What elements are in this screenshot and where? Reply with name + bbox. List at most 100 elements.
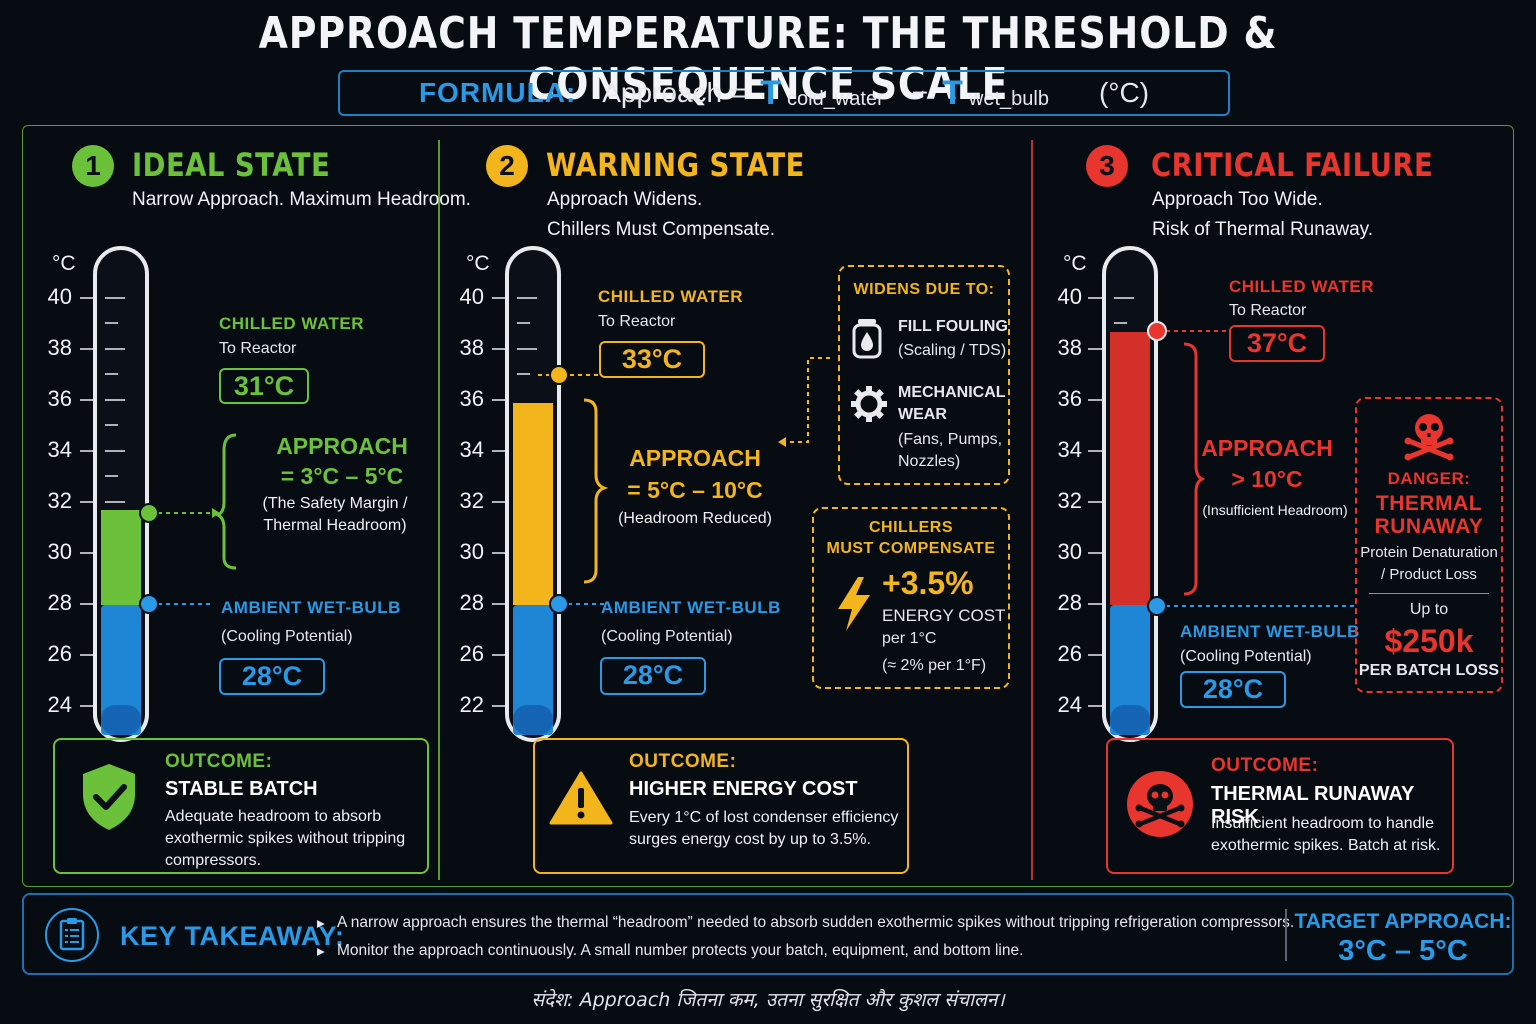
panel-1-approach-value: = 3°C – 5°C	[280, 463, 404, 489]
formula-minus: −	[911, 77, 929, 108]
panel-1-outcome-text-2: exothermic spikes without tripping	[165, 830, 406, 847]
compensate-line-2: per 1°C	[882, 630, 937, 647]
panel-3-ambient-value: 28°C	[1180, 671, 1286, 708]
panel-3-outcome-text-2: exothermic spikes. Batch at risk.	[1211, 837, 1441, 854]
panel-1-title: IDEAL STATE	[132, 146, 331, 184]
danger-loss: PER BATCH LOSS	[1358, 662, 1500, 679]
panel-3-outcome-text-1: Insufficient headroom to handle	[1211, 815, 1434, 832]
panel-1-outcome-box: OUTCOME: STABLE BATCH Adequate headroom …	[53, 738, 429, 874]
danger-head: DANGER:	[1387, 469, 1471, 488]
panel-2-thermometer	[492, 246, 832, 742]
lightning-icon	[838, 577, 870, 631]
panel-2-outcome-title: HIGHER ENERGY COST	[629, 778, 858, 800]
panel-1-chilled-sub: To Reactor	[219, 340, 297, 357]
panel-3-approach-head: APPROACH	[1201, 435, 1333, 461]
panel-2-ambient-value: 28°C	[600, 657, 706, 695]
formula-lhs: Approach =	[602, 77, 747, 108]
panel-2-subtitle-2: Chillers Must Compensate.	[547, 219, 776, 240]
panel-3-outcome-title: THERMAL RUNAWAY RISK	[1211, 783, 1414, 828]
shield-check-icon	[83, 764, 135, 830]
panel-3-unit: °C	[1063, 252, 1087, 275]
tick-label: 28	[47, 590, 72, 615]
formula-t2: T	[942, 73, 963, 112]
widens-item-2-line-2: WEAR	[898, 406, 947, 423]
tick-label: 38	[459, 335, 484, 360]
tick-label: 26	[1057, 641, 1082, 666]
tick-label: 36	[1057, 386, 1082, 411]
panel-1-subtitle: Narrow Approach. Maximum Headroom.	[132, 189, 471, 210]
panel-2-chilled-sub: To Reactor	[598, 313, 676, 330]
panel-3-chilled-head: CHILLED WATER	[1229, 277, 1375, 296]
panel-2-chilled-head: CHILLED WATER	[598, 287, 744, 306]
tick-label: 36	[47, 386, 72, 411]
tick-label: 22	[459, 692, 484, 717]
compensate-line-1: ENERGY COST	[882, 606, 1006, 625]
panel-1-number: 1	[72, 145, 114, 187]
panel-3-outcome-box: OUTCOME: THERMAL RUNAWAY RISK Insufficie…	[1106, 738, 1454, 874]
panel-3-thermometer	[1088, 246, 1354, 742]
panel-3-subtitle-2: Risk of Thermal Runaway.	[1152, 219, 1374, 240]
panel-2-unit: °C	[466, 252, 490, 275]
panel-1-approach-head: APPROACH	[276, 433, 408, 459]
danger-title-1: THERMAL	[1375, 492, 1483, 515]
panel-2-title: WARNING STATE	[546, 146, 805, 184]
compensate-head-2: MUST COMPENSATE	[826, 540, 996, 557]
panel-1-unit: °C	[52, 252, 76, 275]
panel-2-ticks	[492, 297, 537, 707]
panel-1-ticks	[80, 297, 125, 707]
tick-label: 38	[47, 335, 72, 360]
tick-label: 32	[459, 488, 484, 513]
panel-2-number: 2	[486, 145, 528, 187]
tick-label: 40	[1057, 284, 1082, 309]
panel-1-outcome-head: OUTCOME:	[165, 751, 273, 772]
panel-2-approach-note: (Headroom Reduced)	[618, 510, 772, 527]
tick-label: 28	[459, 590, 484, 615]
clipboard-icon	[45, 908, 99, 962]
panel-1-outcome-title: STABLE BATCH	[165, 778, 318, 800]
widens-item-1-line-2: (Scaling / TDS)	[898, 342, 1007, 359]
panel-3-approach-note: (Insufficient Headroom)	[1202, 502, 1348, 518]
panel-1-outcome-text-1: Adequate headroom to absorb	[165, 808, 382, 825]
tick-label: 32	[1057, 488, 1082, 513]
gear-icon	[851, 386, 887, 422]
panel-2-widens-box: WIDENS DUE TO: FILL FOULING (Scaling / T…	[838, 265, 1010, 485]
panel-1-thermometer	[80, 246, 237, 742]
panel-3-number: 3	[1086, 145, 1128, 187]
panel-1-ambient-value: 28°C	[219, 658, 325, 695]
target-approach-head: TARGET APPROACH:	[1294, 910, 1512, 933]
panel-2-outcome-box: OUTCOME: HIGHER ENERGY COST Every 1°C of…	[533, 738, 909, 874]
compensate-value: +3.5%	[882, 565, 974, 601]
panel-1-approach-note-1: (The Safety Margin /	[262, 495, 408, 512]
widens-head: WIDENS DUE TO:	[853, 281, 995, 298]
panel-2-outcome-text-2: surges energy cost by up to 3.5%.	[629, 831, 871, 848]
danger-line-2: / Product Loss	[1381, 566, 1477, 583]
panel-2-outcome-text-1: Every 1°C of lost condenser efficiency	[629, 809, 899, 826]
widens-item-2-line-4: Nozzles)	[898, 453, 961, 470]
panel-2-outcome-head: OUTCOME:	[629, 751, 737, 772]
widens-item-2-line-3: (Fans, Pumps,	[898, 431, 1003, 448]
page-title: APPROACH TEMPERATURE: THE THRESHOLD & CO…	[258, 8, 1278, 110]
widens-item-1-line-1: FILL FOULING	[898, 318, 1008, 335]
tick-label: 24	[47, 692, 72, 717]
tick-label: 32	[47, 488, 72, 513]
panel-1-chilled-value: 31°C	[219, 368, 309, 404]
panel-3-chilled-value: 37°C	[1229, 325, 1325, 362]
bullet-marker: ▸	[317, 915, 325, 932]
panel-1-ambient-head: AMBIENT WET-BULB	[221, 598, 401, 617]
panel-2-approach-value: = 5°C – 10°C	[627, 477, 763, 503]
key-takeaway-title: KEY TAKEAWAY:	[120, 921, 345, 951]
formula-box: FORMULA: Approach = T cold_water − T wet…	[338, 70, 1230, 116]
tick-label: 40	[47, 284, 72, 309]
panel-1-approach-note-2: Thermal Headroom)	[263, 517, 407, 534]
panel-1-outcome-text-3: compressors.	[165, 852, 262, 869]
tick-label: 34	[1057, 437, 1082, 462]
danger-upto: Up to	[1409, 601, 1449, 618]
tick-label: 34	[47, 437, 72, 462]
panel-1-chilled-head: CHILLED WATER	[219, 314, 365, 333]
skull-crossbones-icon	[1404, 414, 1454, 461]
widens-item-2-line-1: MECHANICAL	[898, 384, 1006, 401]
divider-2	[1031, 140, 1033, 880]
main-frame	[22, 125, 1514, 887]
panel-3-chilled-sub: To Reactor	[1229, 302, 1307, 319]
target-approach-value: 3°C – 5°C	[1338, 935, 1468, 967]
